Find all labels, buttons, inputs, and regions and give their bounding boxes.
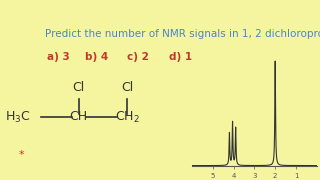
- Text: H$_3$C: H$_3$C: [5, 109, 30, 125]
- Text: Cl: Cl: [73, 81, 85, 94]
- Text: c) 2: c) 2: [127, 52, 149, 62]
- Text: a) 3: a) 3: [47, 52, 70, 62]
- Text: b) 4: b) 4: [84, 52, 108, 62]
- Text: CH$_2$: CH$_2$: [115, 109, 140, 125]
- Text: *: *: [18, 150, 24, 160]
- Text: CH: CH: [70, 111, 88, 123]
- Text: d) 1: d) 1: [169, 52, 192, 62]
- Text: Predict the number of NMR signals in 1, 2 dichloropropane.: Predict the number of NMR signals in 1, …: [45, 28, 320, 39]
- Text: Cl: Cl: [121, 81, 133, 94]
